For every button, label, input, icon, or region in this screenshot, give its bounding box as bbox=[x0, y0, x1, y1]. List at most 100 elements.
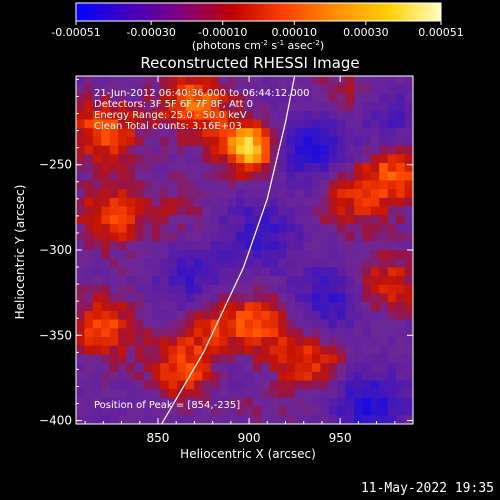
heatmap-cell bbox=[160, 136, 170, 147]
heatmap-cell bbox=[354, 215, 364, 225]
heatmap-cell bbox=[151, 310, 161, 321]
heatmap-cell bbox=[261, 119, 271, 129]
heatmap-cell bbox=[396, 154, 406, 164]
annotation-line: Clean Total counts: 3.16E+03 bbox=[94, 121, 242, 132]
heatmap-cell bbox=[269, 258, 279, 268]
heatmap-cell bbox=[337, 197, 347, 208]
heatmap-cell bbox=[303, 276, 313, 286]
heatmap-cell bbox=[210, 171, 220, 181]
heatmap-cell bbox=[151, 363, 161, 373]
heatmap-cell bbox=[177, 163, 187, 173]
heatmap-cell bbox=[354, 136, 364, 147]
heatmap-cell bbox=[261, 293, 271, 303]
heatmap-cell bbox=[252, 363, 262, 373]
heatmap-cell bbox=[143, 154, 153, 164]
heatmap-cell bbox=[185, 293, 195, 303]
heatmap-cell bbox=[84, 319, 94, 329]
heatmap-cell bbox=[337, 389, 347, 399]
heatmap-cell bbox=[337, 180, 347, 190]
heatmap-cell bbox=[210, 241, 220, 251]
heatmap-cell bbox=[126, 310, 136, 321]
heatmap-cell bbox=[370, 136, 380, 147]
heatmap-cell bbox=[92, 215, 102, 225]
heatmap-cell bbox=[278, 319, 288, 329]
heatmap-cell bbox=[193, 415, 203, 424]
colorbar-tick-label: 0.00051 bbox=[418, 26, 464, 39]
heatmap-cell bbox=[396, 136, 406, 147]
heatmap-cell bbox=[185, 415, 195, 424]
heatmap-cell bbox=[236, 380, 246, 390]
heatmap-cell bbox=[396, 302, 406, 312]
heatmap-cell bbox=[379, 180, 389, 190]
heatmap-cell bbox=[328, 154, 338, 164]
heatmap-cell bbox=[286, 171, 296, 181]
heatmap-cell bbox=[160, 180, 170, 190]
heatmap-cell bbox=[370, 319, 380, 329]
heatmap-cell bbox=[193, 119, 203, 129]
heatmap-cell bbox=[354, 258, 364, 268]
heatmap-cell bbox=[76, 206, 86, 216]
heatmap-cell bbox=[210, 154, 220, 164]
heatmap-cell bbox=[126, 371, 136, 382]
heatmap-cell bbox=[151, 145, 161, 155]
heatmap-cell bbox=[168, 128, 178, 138]
heatmap-cell bbox=[320, 171, 330, 181]
heatmap-cell bbox=[303, 389, 313, 399]
heatmap-cell bbox=[303, 119, 313, 129]
heatmap-cell bbox=[76, 397, 86, 408]
heatmap-cell bbox=[345, 371, 355, 382]
heatmap-cell bbox=[396, 337, 406, 347]
heatmap-cell bbox=[101, 380, 111, 390]
heatmap-cell bbox=[286, 128, 296, 138]
heatmap-cell bbox=[379, 223, 389, 234]
heatmap-cell bbox=[278, 163, 288, 173]
heatmap-cell bbox=[84, 145, 94, 155]
heatmap-cell bbox=[362, 310, 372, 321]
heatmap-cell bbox=[134, 84, 144, 94]
heatmap-cell bbox=[126, 223, 136, 234]
heatmap-cell bbox=[354, 154, 364, 164]
heatmap-cell bbox=[362, 302, 372, 312]
heatmap-cell bbox=[354, 354, 364, 364]
heatmap-cell bbox=[252, 171, 262, 181]
heatmap-cell bbox=[210, 250, 220, 260]
heatmap-cell bbox=[92, 171, 102, 181]
heatmap-cell bbox=[227, 363, 237, 373]
heatmap-cell bbox=[143, 380, 153, 390]
heatmap-cell bbox=[210, 363, 220, 373]
heatmap-cell bbox=[177, 93, 187, 103]
heatmap-cell bbox=[286, 328, 296, 338]
heatmap-cell bbox=[143, 354, 153, 364]
heatmap-cell bbox=[261, 337, 271, 347]
heatmap-cell bbox=[387, 319, 397, 329]
heatmap-cell bbox=[92, 276, 102, 286]
heatmap-cell bbox=[76, 241, 86, 251]
heatmap-cell bbox=[370, 363, 380, 373]
heatmap-cell bbox=[320, 302, 330, 312]
heatmap-cell bbox=[126, 110, 136, 121]
heatmap-cell bbox=[210, 136, 220, 147]
heatmap-cell bbox=[295, 337, 305, 347]
heatmap-cell bbox=[185, 119, 195, 129]
heatmap-cell bbox=[252, 258, 262, 268]
heatmap-cell bbox=[143, 171, 153, 181]
observation-annotations: 21-Jun-2012 06:40:36.000 to 06:44:12.000… bbox=[94, 88, 310, 132]
heatmap-cell bbox=[101, 136, 111, 147]
heatmap-cell bbox=[303, 337, 313, 347]
heatmap-cell bbox=[109, 406, 119, 416]
heatmap-cell bbox=[168, 284, 178, 295]
heatmap-cell bbox=[210, 119, 220, 129]
heatmap-cell bbox=[151, 380, 161, 390]
heatmap-cell bbox=[320, 284, 330, 295]
heatmap-cell bbox=[379, 371, 389, 382]
heatmap-cell bbox=[396, 276, 406, 286]
heatmap-cell bbox=[337, 76, 347, 86]
heatmap-cell bbox=[160, 215, 170, 225]
heatmap-cell bbox=[126, 276, 136, 286]
heatmap-cell bbox=[278, 189, 288, 199]
heatmap-cell bbox=[362, 293, 372, 303]
heatmap-cell bbox=[84, 302, 94, 312]
heatmap-cell bbox=[92, 284, 102, 295]
heatmap-cell bbox=[118, 380, 128, 390]
heatmap-cell bbox=[269, 241, 279, 251]
